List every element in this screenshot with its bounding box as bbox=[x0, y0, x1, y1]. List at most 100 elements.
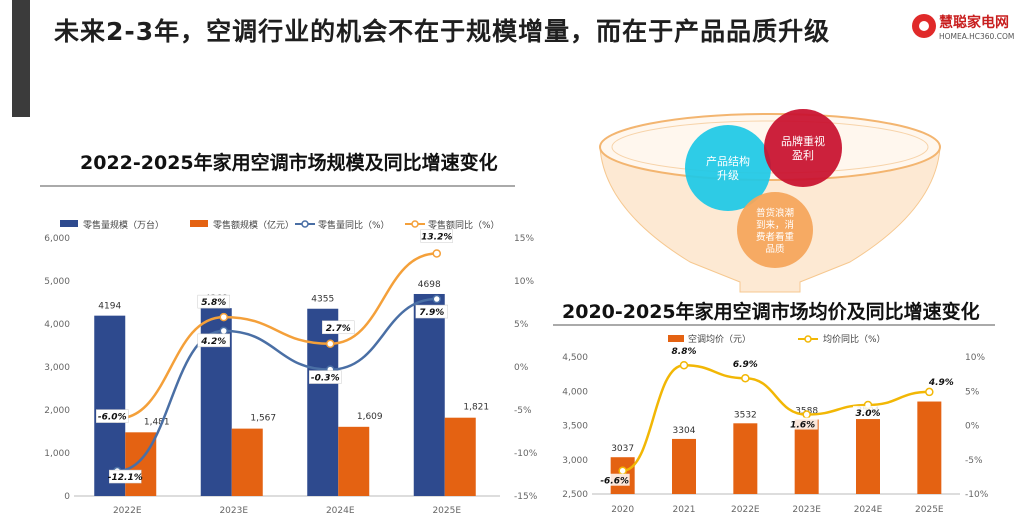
legend-label: 均价同比（%） bbox=[823, 333, 886, 345]
pct-label-box bbox=[415, 304, 448, 319]
bar-retail-volume bbox=[94, 315, 126, 496]
logo-name: 慧聪家电网 bbox=[939, 15, 1009, 31]
y-tick-label: 4,000 bbox=[562, 387, 588, 397]
pct-label: 4.9% bbox=[928, 378, 954, 388]
pct-label-box bbox=[420, 229, 453, 243]
bar-retail-value bbox=[444, 417, 476, 496]
bar-avg-price bbox=[672, 438, 696, 494]
x-tick-label: 2022E bbox=[113, 506, 142, 516]
y-tick-label: 6,000 bbox=[44, 234, 70, 244]
x-tick-label: 2023E bbox=[792, 505, 821, 515]
bar-value-label: 1,567 bbox=[250, 414, 276, 424]
pct-label-box bbox=[109, 469, 142, 484]
series-point bbox=[679, 360, 689, 370]
y2-tick-label: -10% bbox=[514, 449, 538, 459]
y-tick-label: 1,000 bbox=[44, 449, 70, 459]
series-line bbox=[117, 252, 437, 420]
y2-tick-label: 15% bbox=[514, 234, 534, 244]
bar-retail-volume bbox=[413, 293, 445, 496]
series-point bbox=[741, 373, 750, 383]
bar-value-label: 3304 bbox=[673, 426, 696, 436]
bar-avg-price bbox=[856, 419, 880, 494]
pct-label-box bbox=[730, 357, 761, 370]
series-point bbox=[219, 326, 228, 336]
bar-value-label: 1,609 bbox=[357, 412, 383, 422]
series-point bbox=[326, 339, 335, 349]
y2-tick-label: 5% bbox=[965, 387, 980, 397]
legend-swatch bbox=[190, 220, 208, 227]
chart2-title: 2020-2025年家用空调市场均价及同比增速变化 bbox=[562, 301, 980, 323]
bar-value-label: 4194 bbox=[98, 302, 121, 312]
y2-tick-label: -15% bbox=[514, 492, 538, 502]
legend-marker bbox=[411, 220, 419, 228]
legend-marker bbox=[804, 335, 812, 343]
series-point bbox=[432, 294, 441, 304]
y2-tick-label: 0% bbox=[965, 422, 980, 432]
bar-avg-price bbox=[733, 423, 758, 494]
legend-swatch bbox=[60, 220, 78, 227]
funnel-circle bbox=[737, 192, 813, 268]
funnel-label: 费者看重 bbox=[756, 231, 795, 243]
bar-value-label: 3532 bbox=[734, 410, 757, 420]
y-tick-label: 0 bbox=[64, 492, 70, 502]
pct-label: -12.1% bbox=[108, 473, 143, 483]
pct-label-box bbox=[853, 405, 883, 418]
series-line bbox=[117, 297, 437, 473]
bar-retail-volume bbox=[307, 308, 339, 496]
pct-label: -0.3% bbox=[311, 374, 340, 384]
pct-label-box bbox=[197, 333, 230, 348]
pct-label-box bbox=[197, 294, 230, 309]
x-tick-label: 2023E bbox=[219, 506, 248, 516]
bar-retail-value bbox=[338, 426, 370, 496]
y-tick-label: 5,000 bbox=[44, 277, 70, 287]
funnel-label: 升级 bbox=[717, 169, 739, 182]
pct-label: -6.6% bbox=[600, 477, 629, 487]
funnel-label: 普货浪潮 bbox=[756, 207, 794, 219]
series-point bbox=[432, 249, 441, 258]
x-tick-label: 2024E bbox=[854, 505, 883, 515]
y2-tick-label: 10% bbox=[965, 353, 985, 363]
y2-tick-label: 10% bbox=[514, 277, 534, 287]
pct-label: 6.9% bbox=[733, 360, 758, 370]
bar-retail-value bbox=[231, 428, 263, 496]
pct-label-box bbox=[669, 344, 699, 357]
y-tick-label: 4,500 bbox=[562, 353, 588, 363]
bar-avg-price bbox=[794, 419, 819, 494]
funnel-label: 到来，消 bbox=[756, 219, 794, 231]
y-tick-label: 3,000 bbox=[562, 456, 588, 466]
y2-tick-label: -5% bbox=[965, 456, 983, 466]
page-headline: 未来2-3年，空调行业的机会不在于规模增量，而在于产品品质升级 bbox=[54, 17, 831, 46]
pct-label-box bbox=[926, 374, 957, 387]
x-tick-label: 2020 bbox=[611, 505, 634, 515]
chart1-title: 2022-2025年家用空调市场规模及同比增速变化 bbox=[80, 152, 498, 174]
logo-url: HOMEA.HC360.COM bbox=[939, 32, 1015, 41]
y-tick-label: 2,000 bbox=[44, 406, 70, 416]
pct-label: 1.6% bbox=[790, 421, 815, 431]
pct-label: 4.2% bbox=[200, 337, 226, 347]
funnel-diagram bbox=[599, 109, 941, 293]
funnel-label: 品牌重视 bbox=[781, 134, 825, 148]
bar-value-label: 3037 bbox=[611, 444, 634, 454]
funnel-circle bbox=[685, 125, 771, 211]
x-tick-label: 2021 bbox=[673, 505, 696, 515]
funnel-label: 产品结构 bbox=[706, 154, 750, 168]
legend-label: 零售量规模（万台） bbox=[83, 219, 164, 231]
x-tick-label: 2022E bbox=[731, 505, 760, 515]
legend-marker bbox=[301, 220, 309, 228]
y2-tick-label: 5% bbox=[514, 320, 529, 330]
y-tick-label: 3,000 bbox=[44, 363, 70, 373]
bar-value-label: 4355 bbox=[311, 295, 334, 305]
pct-label: -6.0% bbox=[98, 413, 127, 423]
y2-tick-label: 0% bbox=[514, 363, 529, 373]
y2-tick-label: -10% bbox=[965, 490, 989, 500]
pct-label: 7.9% bbox=[419, 308, 444, 318]
pct-label: 2.7% bbox=[326, 324, 351, 334]
x-tick-label: 2025E bbox=[915, 505, 944, 515]
y2-tick-label: -5% bbox=[514, 406, 532, 416]
pct-label: 8.8% bbox=[672, 347, 697, 357]
series-point bbox=[618, 466, 627, 475]
pct-label-box bbox=[309, 370, 342, 384]
pct-label: 3.0% bbox=[856, 409, 881, 419]
bar-avg-price bbox=[917, 401, 942, 494]
